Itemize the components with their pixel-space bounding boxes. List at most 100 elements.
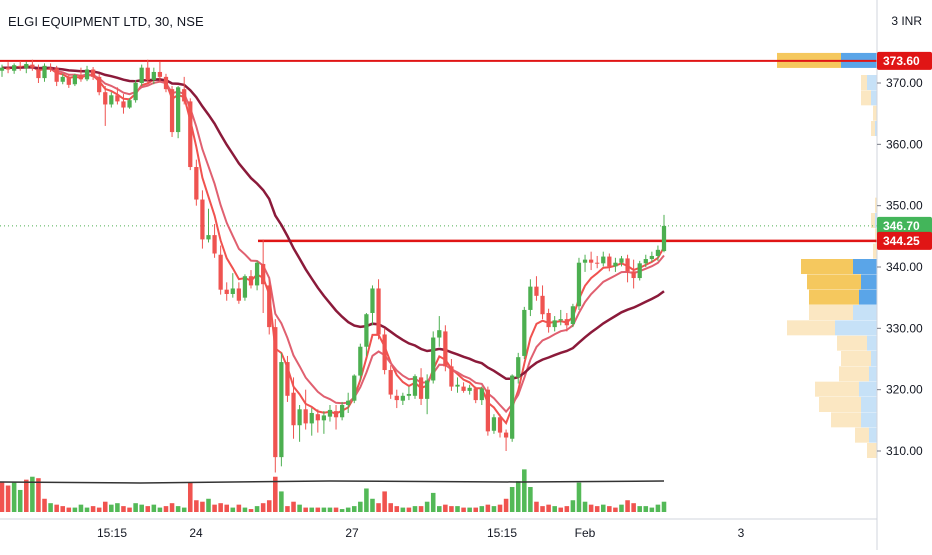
volume-bar xyxy=(400,507,406,512)
candle-body xyxy=(230,288,235,294)
volume-bar xyxy=(351,506,357,512)
candle-body xyxy=(339,405,345,418)
vp-bar-blue xyxy=(835,320,877,336)
x-tick-label: 24 xyxy=(189,526,203,540)
candle-body xyxy=(503,432,509,438)
volume-bar xyxy=(181,507,187,512)
candle-body xyxy=(291,392,296,426)
candle-body xyxy=(279,362,284,458)
candle-body xyxy=(254,262,260,286)
vp-bar-orange xyxy=(867,443,877,458)
volume-bar xyxy=(643,506,649,512)
candle-body xyxy=(570,306,576,325)
volume-bar xyxy=(145,506,151,512)
volume-bar xyxy=(266,500,272,512)
volume-bar xyxy=(594,506,600,512)
vp-bar-blue xyxy=(859,381,877,397)
candle-body xyxy=(200,199,205,240)
candle-body xyxy=(78,75,84,80)
candle-body xyxy=(333,411,339,418)
volume-bar xyxy=(497,504,503,512)
volume-bar xyxy=(297,504,302,512)
volume-bar xyxy=(175,506,181,512)
candle-body xyxy=(66,76,71,85)
volume-bar xyxy=(230,507,236,512)
volume-bar xyxy=(78,504,84,512)
candle-body xyxy=(619,258,624,263)
candle-body xyxy=(649,255,654,260)
volume-bar xyxy=(200,501,205,512)
vp-bar-orange xyxy=(815,381,859,397)
candle-body xyxy=(127,100,132,108)
volume-bar xyxy=(418,506,424,512)
vp-bar-orange xyxy=(819,397,861,412)
candle-body xyxy=(303,409,308,424)
candle-body xyxy=(467,387,472,391)
volume-bar xyxy=(485,504,491,512)
volume-bar xyxy=(540,506,545,512)
candle-body xyxy=(36,69,41,79)
candle-body xyxy=(455,384,460,387)
candle-body xyxy=(607,256,612,267)
candle-body xyxy=(473,388,478,401)
volume-bar xyxy=(163,506,169,512)
vp-bar-blue xyxy=(869,427,877,443)
volume-bar xyxy=(157,507,163,512)
volume-bar xyxy=(285,506,290,512)
candle-body xyxy=(188,101,193,168)
candle-body xyxy=(655,249,661,256)
volume-bar xyxy=(5,485,11,512)
volume-bar xyxy=(412,506,418,512)
candle-body xyxy=(224,289,229,294)
vp-bar-blue xyxy=(859,289,877,305)
candle-body xyxy=(485,389,490,432)
candle-body xyxy=(588,259,594,263)
candle-body xyxy=(406,393,412,396)
volume-profile xyxy=(777,52,877,458)
volume-bar xyxy=(218,503,223,512)
vp-bar-orange xyxy=(809,305,853,320)
candle-body xyxy=(12,65,17,71)
candle-body xyxy=(491,417,497,431)
candle-body xyxy=(631,271,636,279)
vp-bar-orange xyxy=(861,75,867,90)
volume-bar xyxy=(552,506,557,512)
vp-bar-blue xyxy=(867,75,877,90)
candle-body xyxy=(601,256,606,264)
volume-bar xyxy=(212,504,217,512)
vp-bar-blue xyxy=(875,213,877,228)
candle-body xyxy=(479,388,484,401)
volume-bar xyxy=(194,500,199,512)
y-tick-label: 370.00 xyxy=(886,76,923,90)
volume-bar xyxy=(24,479,29,512)
vp-bar-blue xyxy=(861,274,877,290)
y-tick-label: 340.00 xyxy=(886,260,923,274)
currency-label: 3 INR xyxy=(891,14,922,28)
volume-bar xyxy=(242,507,248,512)
candle-body xyxy=(157,71,163,77)
volume-bar xyxy=(303,507,308,512)
candle-body xyxy=(285,362,290,396)
volume-bars xyxy=(0,469,667,512)
volume-bar xyxy=(503,498,509,512)
volume-bar xyxy=(321,507,327,512)
volume-bar xyxy=(11,482,17,512)
candle-body xyxy=(182,89,187,102)
candle-body xyxy=(661,225,667,252)
candle-body xyxy=(564,319,569,326)
volume-bar xyxy=(376,503,381,512)
candles xyxy=(0,59,667,473)
candle-body xyxy=(558,319,563,321)
vp-bar-blue xyxy=(853,259,877,274)
candle-body xyxy=(437,330,442,338)
volume-bar xyxy=(424,501,430,512)
volume-bar xyxy=(509,487,515,512)
candle-body xyxy=(90,69,96,77)
candle-body xyxy=(242,276,248,298)
candle-body xyxy=(84,69,90,80)
y-tick-label: 350.00 xyxy=(886,199,923,213)
volume-bar xyxy=(109,504,114,512)
